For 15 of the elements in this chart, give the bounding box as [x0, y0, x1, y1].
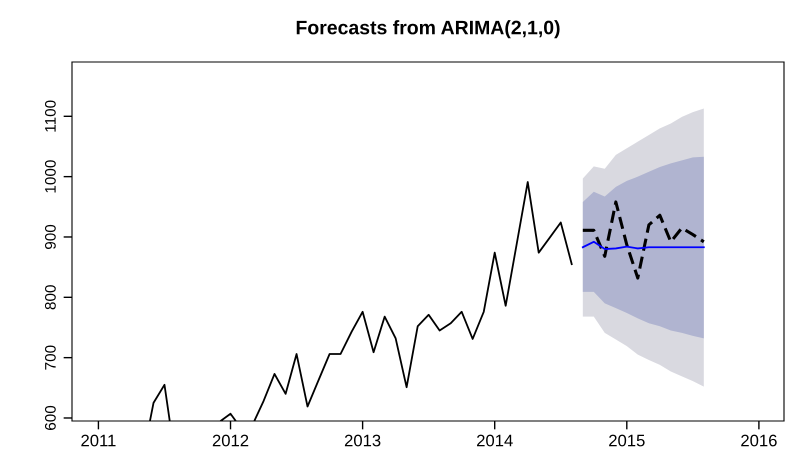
x-tick-label: 2011	[81, 434, 116, 446]
y-tick-label: 600	[44, 406, 56, 430]
x-tick-label: 2013	[344, 434, 380, 446]
x-tick-label: 2015	[609, 434, 645, 446]
x-tick-label: 2012	[212, 434, 248, 446]
x-tick-label: 2016	[741, 434, 777, 446]
line-series	[581, 200, 706, 280]
x-tick-label: 2014	[477, 434, 513, 446]
y-tick-label: 700	[44, 346, 56, 370]
y-tick-label: 1000	[44, 160, 56, 192]
line-series	[582, 240, 705, 250]
y-tick-label: 800	[44, 285, 56, 310]
y-tick-label: 1100	[44, 100, 56, 132]
chart-title: Forecasts from ARIMA(2,1,0)	[296, 20, 560, 38]
y-tick-label: 900	[44, 224, 56, 249]
